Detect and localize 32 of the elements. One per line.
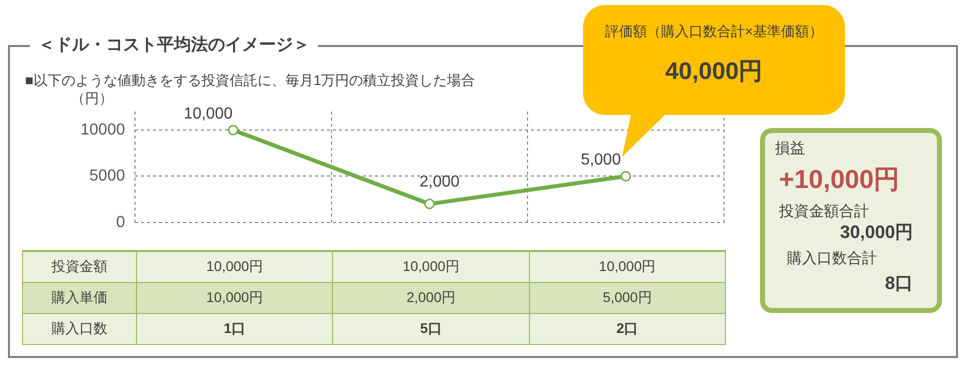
text: 30,000円: [838, 222, 913, 242]
y-tick-label: 0: [116, 214, 126, 231]
data-label: 5,000: [580, 152, 621, 169]
data-label: 2,000: [419, 173, 460, 190]
text: 10,000円: [136, 282, 333, 314]
point: [620, 170, 632, 182]
point: [228, 124, 238, 136]
text: 投資金額合計: [779, 203, 870, 220]
text: 8口: [884, 273, 913, 293]
text: 2口: [529, 314, 726, 344]
text: +10,000円: [779, 164, 901, 194]
chart-title: ＜ドル・コスト平均法のイメージ＞: [30, 33, 318, 56]
text: 10,000円: [529, 251, 726, 282]
text: 購入口数: [22, 314, 136, 344]
text: 5,000円: [529, 282, 726, 314]
y-axis-title: （円）: [71, 90, 113, 106]
text: 投資金額: [22, 251, 136, 282]
text: 5口: [332, 314, 530, 344]
text: 10,000円: [332, 251, 530, 282]
text: 2,000円: [332, 282, 530, 314]
text: 10,000円: [136, 251, 333, 282]
point: [424, 198, 435, 210]
chart-subtitle: ■以下のような値動きをする投資信託に、毎月1万円の積立投資した場合: [25, 72, 476, 90]
text: 損益: [775, 140, 806, 157]
y-tick-label: 5000: [89, 168, 126, 185]
text: 1口: [136, 314, 333, 344]
text: 購入口数合計: [787, 250, 878, 267]
y-tick-label: 10000: [80, 121, 126, 138]
text: 購入単価: [22, 282, 136, 314]
text: 評価額（購入口数合計×基準価額）: [604, 23, 824, 41]
data-label: 10,000: [184, 105, 233, 122]
text: 40,000円: [664, 57, 764, 87]
